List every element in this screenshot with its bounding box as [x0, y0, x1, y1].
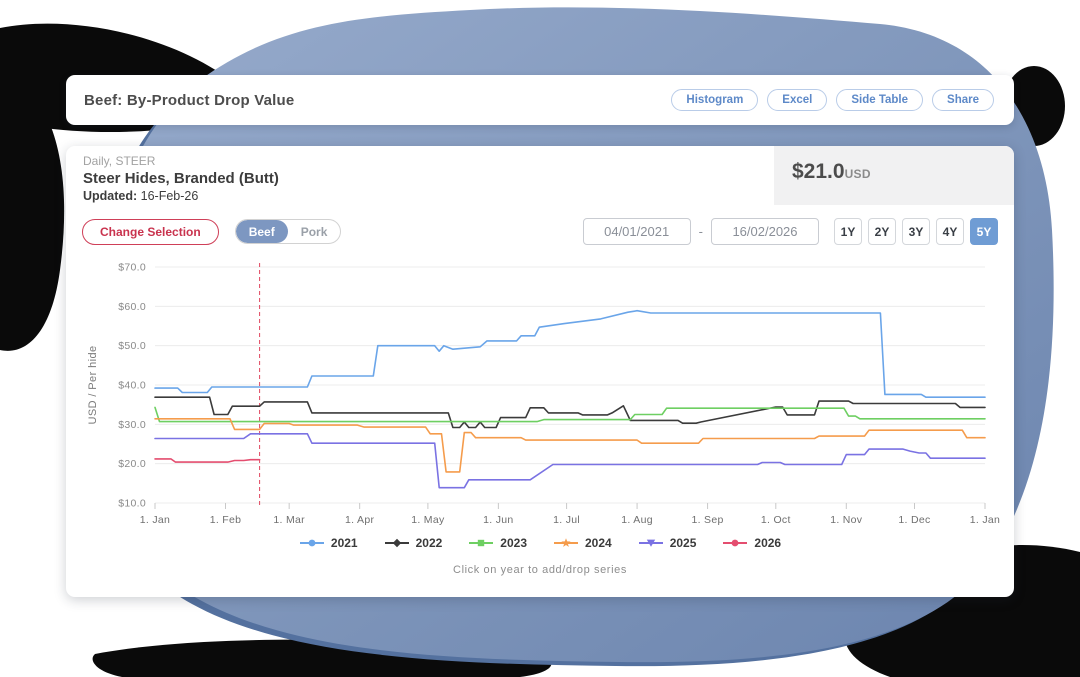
- date-range-separator: -: [698, 224, 703, 239]
- chart-card: Daily, STEER Steer Hides, Branded (Butt)…: [66, 146, 1014, 597]
- updated-label: Updated:: [83, 189, 138, 203]
- page-title: Beef: By-Product Drop Value: [84, 91, 295, 109]
- svg-text:$10.0: $10.0: [118, 498, 146, 510]
- date-to-input[interactable]: [711, 218, 819, 245]
- updated-value: 16-Feb-26: [140, 189, 199, 203]
- product-name: Steer Hides, Branded (Butt): [83, 170, 279, 187]
- side-table-button[interactable]: Side Table: [836, 89, 924, 111]
- frequency-label: Daily, STEER: [83, 154, 156, 168]
- legend-item-2022[interactable]: 2022: [384, 536, 443, 550]
- chart-legend: 2021 2022 2023 2024 2025 2026: [66, 536, 1014, 550]
- chart-area: $70.0 $60.0 $50.0 $40.0 $30.0 $20.0 $10.0 USD /…: [80, 255, 1014, 532]
- range-2y-button[interactable]: 2Y: [868, 218, 896, 245]
- updated-row: Updated: 16-Feb-26: [83, 189, 279, 203]
- svg-text:$60.0: $60.0: [118, 301, 146, 313]
- legend-hint: Click on year to add/drop series: [453, 564, 627, 576]
- legend-label: 2022: [415, 536, 443, 550]
- legend-label: 2026: [754, 536, 782, 550]
- legend-marker-star-icon: [554, 538, 578, 547]
- legend-item-2024[interactable]: 2024: [553, 536, 612, 550]
- histogram-button[interactable]: Histogram: [671, 89, 759, 111]
- svg-text:$20.0: $20.0: [118, 458, 146, 470]
- legend-label: 2023: [500, 536, 527, 550]
- background-blob-black-left: [0, 80, 65, 351]
- category-toggle: Beef Pork: [234, 219, 342, 244]
- svg-text:1. Jan: 1. Jan: [140, 514, 170, 526]
- range-1y-button[interactable]: 1Y: [834, 218, 862, 245]
- legend-label: 2024: [585, 536, 612, 550]
- range-4y-button[interactable]: 4Y: [936, 218, 964, 245]
- range-5y-button[interactable]: 5Y: [970, 218, 998, 245]
- legend-item-2026[interactable]: 2026: [722, 536, 781, 550]
- legend-marker-square-icon: [469, 539, 494, 547]
- svg-text:1. May: 1. May: [411, 514, 445, 526]
- svg-text:1. Feb: 1. Feb: [210, 514, 242, 526]
- change-selection-button[interactable]: Change Selection: [82, 218, 219, 245]
- date-from-input[interactable]: [582, 218, 691, 245]
- header-card: Beef: By-Product Drop Value Histogram Ex…: [66, 75, 1014, 125]
- legend-label: 2025: [669, 536, 697, 550]
- toggle-pork[interactable]: Pork: [300, 225, 328, 239]
- excel-button[interactable]: Excel: [767, 89, 828, 111]
- svg-text:1. Oct: 1. Oct: [761, 514, 791, 526]
- range-buttons: 1Y 2Y 3Y 4Y 5Y: [834, 218, 998, 245]
- svg-text:1. Sep: 1. Sep: [691, 514, 723, 526]
- svg-text:$70.0: $70.0: [118, 262, 146, 274]
- svg-text:$40.0: $40.0: [118, 380, 146, 392]
- currency-label: USD: [844, 167, 871, 181]
- legend-marker-diamond-icon: [384, 538, 409, 548]
- svg-text:$30.0: $30.0: [118, 419, 146, 431]
- svg-text:1. Jul: 1. Jul: [553, 514, 580, 526]
- svg-text:1. Mar: 1. Mar: [273, 514, 305, 526]
- legend-item-2025[interactable]: 2025: [638, 536, 697, 550]
- controls-row: Change Selection Beef Pork - 1Y 2Y 3Y 4Y…: [66, 205, 1014, 245]
- svg-text:1. Apr: 1. Apr: [345, 514, 374, 526]
- svg-text:USD / Per hide: USD / Per hide: [87, 346, 99, 425]
- svg-text:1. Jan: 1. Jan: [970, 514, 1000, 526]
- svg-text:1. Jun: 1. Jun: [483, 514, 513, 526]
- svg-text:1. Nov: 1. Nov: [830, 514, 863, 526]
- legend-label: 2021: [330, 536, 358, 550]
- product-title-row: Daily, STEER Steer Hides, Branded (Butt)…: [66, 146, 1014, 205]
- share-button[interactable]: Share: [932, 89, 994, 111]
- range-3y-button[interactable]: 3Y: [902, 218, 930, 245]
- price-line-chart: $70.0 $60.0 $50.0 $40.0 $30.0 $20.0 $10.0 USD /…: [87, 262, 1000, 527]
- current-price: $21.0: [792, 160, 845, 183]
- legend-marker-triangle-down-icon: [638, 539, 663, 547]
- svg-text:$50.0: $50.0: [118, 340, 146, 352]
- legend-marker-circle-icon: [299, 539, 324, 547]
- legend-item-2023[interactable]: 2023: [468, 536, 527, 550]
- current-price-box: $21.0USD: [774, 146, 1014, 205]
- toggle-beef[interactable]: Beef: [235, 220, 288, 243]
- header-actions: Histogram Excel Side Table Share: [671, 89, 994, 111]
- legend-marker-circle-icon: [723, 539, 748, 547]
- svg-text:1. Dec: 1. Dec: [898, 514, 930, 526]
- legend-item-2021[interactable]: 2021: [299, 536, 358, 550]
- svg-text:1. Aug: 1. Aug: [621, 514, 653, 526]
